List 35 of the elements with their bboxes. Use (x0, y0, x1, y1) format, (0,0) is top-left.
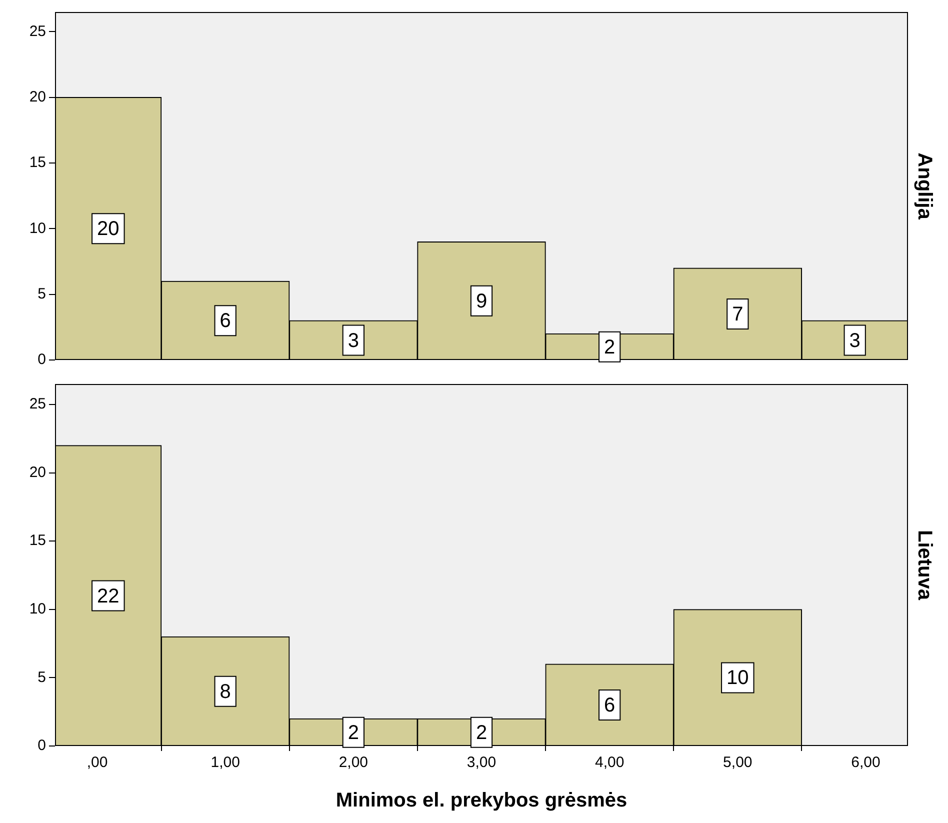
x-tick-label: 5,00 (723, 754, 752, 772)
y-tick-label: 15 (29, 154, 46, 172)
x-tick-label: 6,00 (851, 754, 880, 772)
data-label: 8 (220, 680, 231, 703)
y-tick-label: 20 (29, 88, 46, 106)
y-tick-label: 10 (29, 220, 46, 237)
y-tick-label: 25 (29, 396, 46, 413)
y-tick-label: 0 (38, 351, 46, 368)
data-label: 9 (476, 290, 488, 312)
data-label: 10 (726, 667, 749, 690)
y-tick-label: 5 (38, 285, 46, 302)
x-tick-label: 2,00 (338, 754, 368, 772)
y2-axis-title: Lietuva (913, 530, 936, 601)
y-tick-label: 5 (38, 668, 46, 686)
y-tick-label: 10 (29, 600, 46, 618)
data-label: 3 (348, 330, 359, 352)
data-label: 7 (732, 304, 744, 326)
y-tick-label: 25 (29, 22, 46, 40)
data-label: 2 (348, 722, 359, 744)
x-tick-label: 1,00 (210, 754, 240, 772)
data-label: 22 (97, 585, 120, 608)
data-label: 6 (604, 694, 616, 717)
data-label: 20 (97, 218, 120, 240)
x-axis-title: Minimos el. prekybos grėsmės (336, 790, 628, 812)
x-tick-label: 4,00 (594, 754, 624, 772)
y-tick-label: 20 (29, 464, 46, 481)
data-label: 2 (476, 722, 488, 744)
y-tick-label: 0 (38, 737, 46, 754)
data-label: 6 (220, 310, 231, 332)
data-label: 3 (849, 330, 860, 352)
x-tick-label: ,00 (86, 754, 108, 772)
y-tick-label: 15 (29, 532, 46, 550)
data-label: 2 (604, 336, 616, 358)
y2-axis-title: Anglija (913, 152, 936, 220)
x-tick-label: 3,00 (466, 754, 496, 772)
